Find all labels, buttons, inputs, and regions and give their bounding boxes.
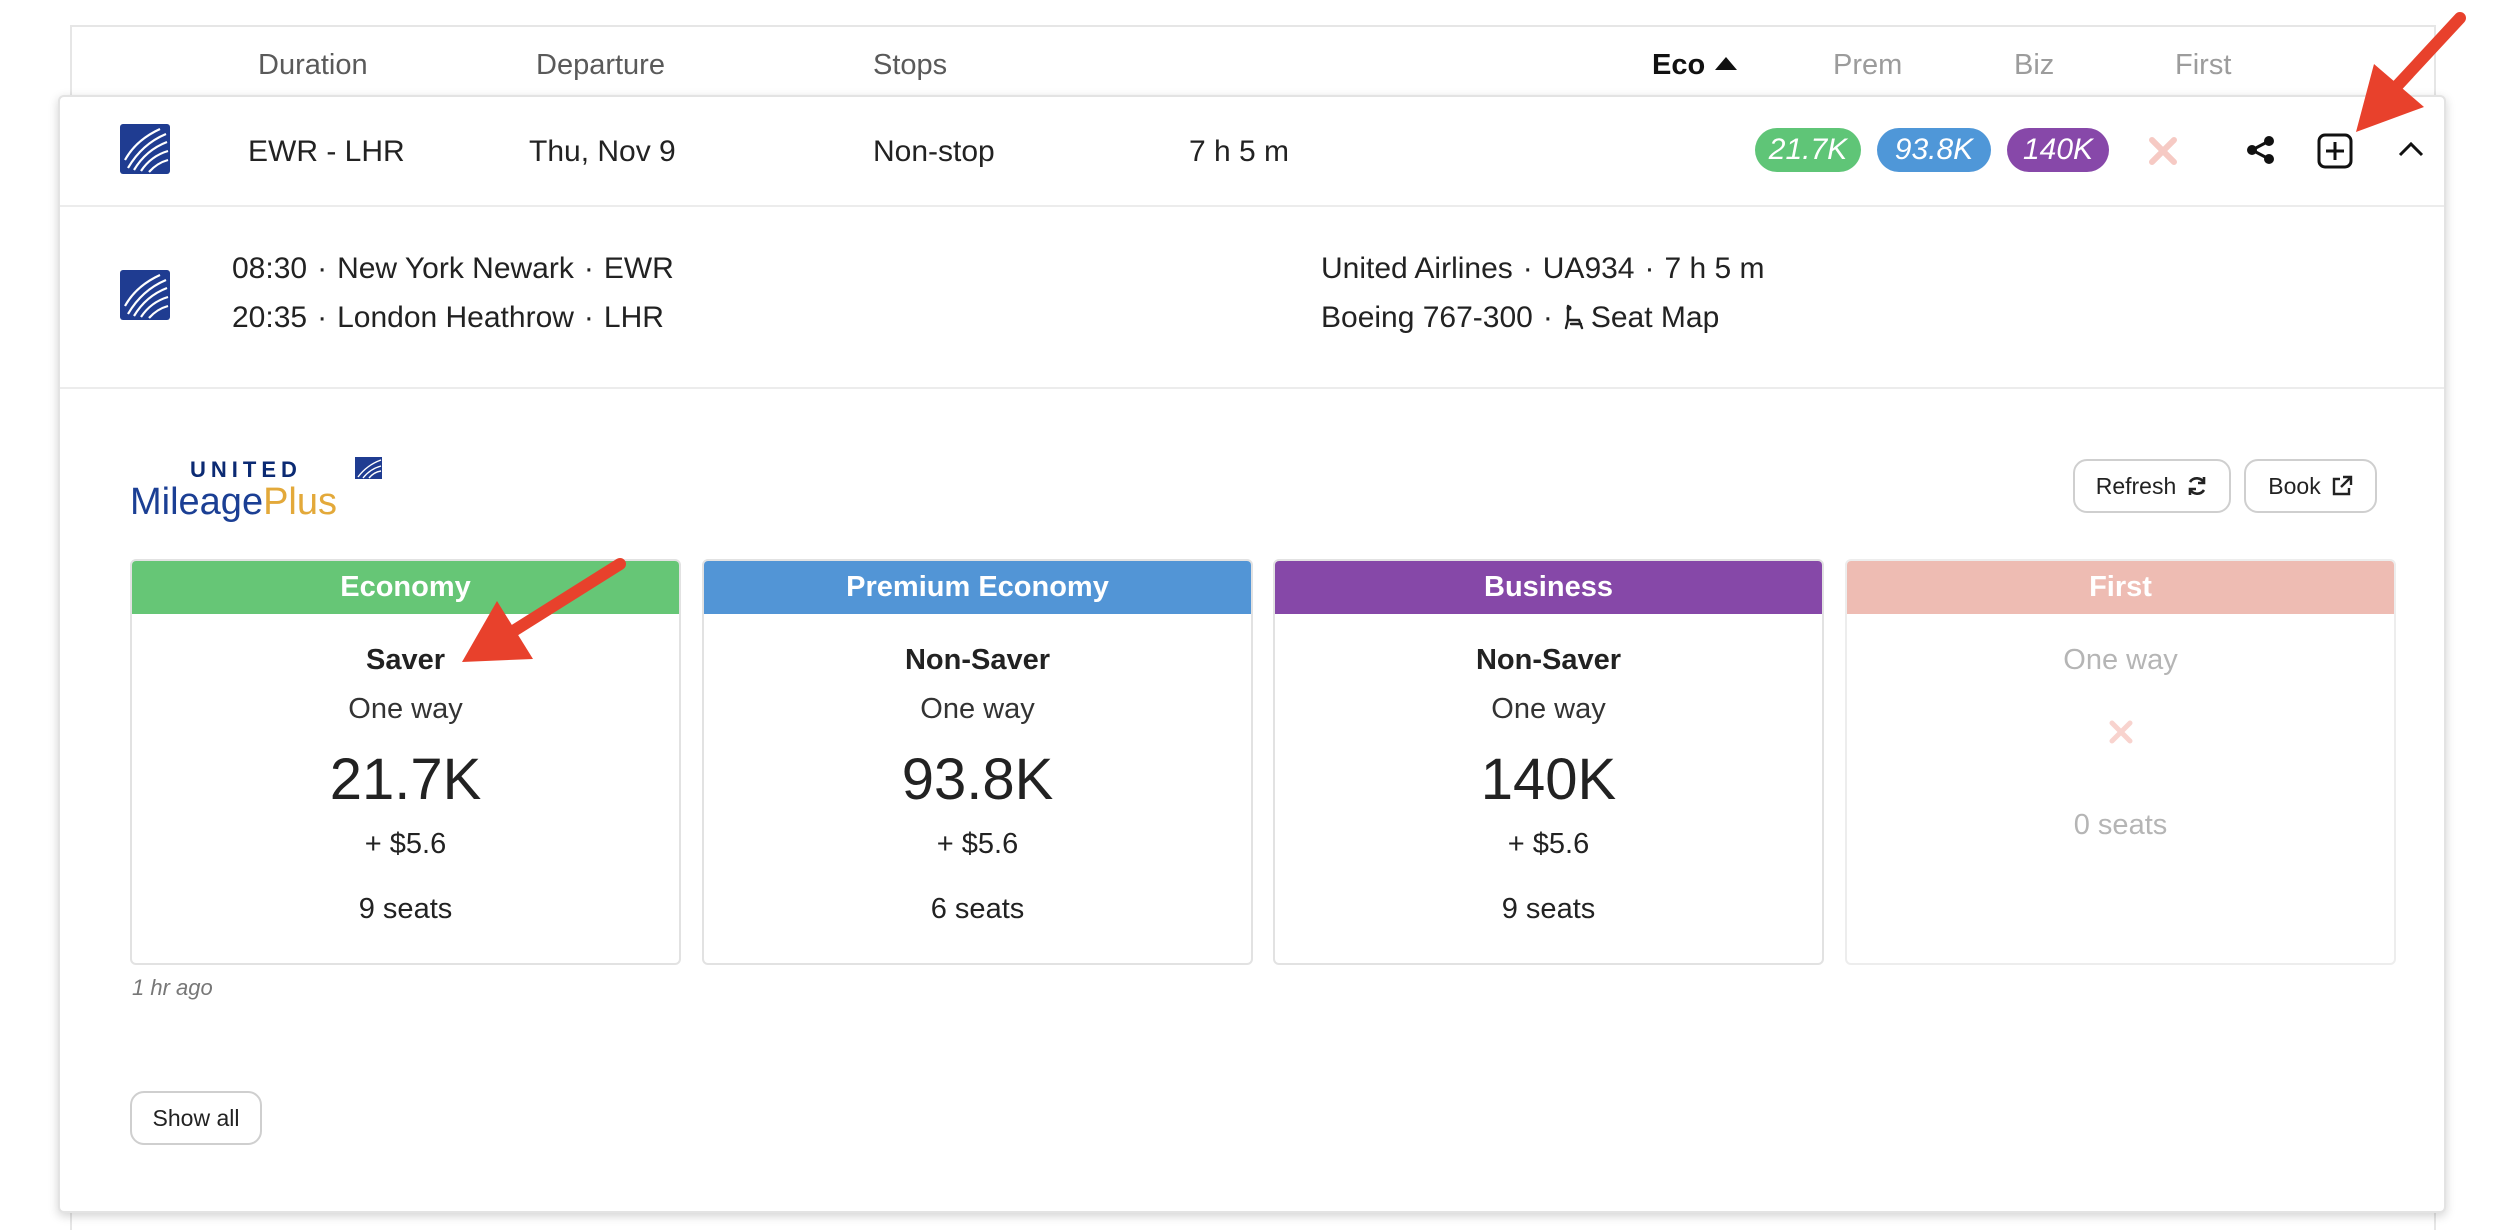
premium-economy-cabin-header: Premium Economy <box>704 561 1251 614</box>
united-airlines-segment-logo-icon <box>120 270 170 320</box>
business-taxes: + $5.6 <box>1507 828 1590 860</box>
departure-info-line: 08:30 · New York Newark · EWR <box>232 252 674 285</box>
seat-map-link[interactable]: Seat Map <box>1563 301 1719 334</box>
seat-icon <box>1564 304 1584 330</box>
economy-fare-card[interactable]: Economy Saver One way 21.7K + $5.6 9 sea… <box>130 559 681 965</box>
last-updated-label: 1 hr ago <box>132 975 213 1000</box>
first-seats: 0 seats <box>2073 809 2168 841</box>
seat-map-label: Seat Map <box>1590 301 1720 334</box>
arrival-info-line: 20:35 · London Heathrow · LHR <box>232 301 664 334</box>
prem-price-badge[interactable]: 93.8K <box>1877 128 1991 172</box>
plus-text: Plus <box>263 481 337 523</box>
prem-column-header[interactable]: Prem <box>1833 49 1903 81</box>
flight-number: UA934 <box>1542 252 1635 285</box>
departure-city: New York Newark <box>337 252 574 285</box>
column-header-row: Duration Departure Stops Eco Prem Biz Fi… <box>72 27 2434 97</box>
departure-date: Thu, Nov 9 <box>529 135 676 168</box>
external-link-icon <box>2332 475 2352 496</box>
business-fare-card[interactable]: Business Non-Saver One way 140K + $5.6 9… <box>1273 559 1824 965</box>
economy-cabin-header: Economy <box>132 561 679 614</box>
chevron-up-icon[interactable] <box>2397 139 2425 159</box>
flight-segment-details: 08:30 · New York Newark · EWR 20:35 · London H… <box>60 207 2444 389</box>
book-button[interactable]: Book <box>2244 459 2377 513</box>
unavailable-x-icon <box>2109 720 2132 744</box>
business-cabin-header: Business <box>1275 561 1822 614</box>
premium-economy-direction: One way <box>920 693 1035 725</box>
sort-ascending-icon <box>1715 57 1738 70</box>
business-seats: 9 seats <box>1501 893 1596 925</box>
eco-column-header[interactable]: Eco <box>1652 49 1738 82</box>
eco-price-badge[interactable]: 21.7K <box>1755 128 1861 172</box>
business-fare-type: Non-Saver <box>1475 644 1622 676</box>
stops-column-header[interactable]: Stops <box>873 49 948 81</box>
segment-duration: 7 h 5 m <box>1664 252 1765 285</box>
economy-taxes: + $5.6 <box>364 828 447 860</box>
departure-code: EWR <box>603 252 674 285</box>
first-direction: One way <box>2063 644 2178 676</box>
economy-fare-type: Saver <box>365 644 445 676</box>
united-globe-small-icon <box>355 457 382 479</box>
flight-result-card: EWR - LHR Thu, Nov 9 Non-stop 7 h 5 m 21… <box>58 95 2446 1213</box>
duration-label: 7 h 5 m <box>1189 135 1290 168</box>
business-miles: 140K <box>1480 747 1617 812</box>
refresh-button[interactable]: Refresh <box>2073 459 2231 513</box>
economy-seats: 9 seats <box>358 893 453 925</box>
first-column-header[interactable]: First <box>2175 49 2232 81</box>
departure-column-header[interactable]: Departure <box>536 49 665 81</box>
arrival-city: London Heathrow <box>337 301 574 334</box>
route-label: EWR - LHR <box>248 135 405 168</box>
refresh-icon <box>2188 477 2206 495</box>
book-label: Book <box>2268 472 2321 499</box>
first-unavailable <box>1847 719 2394 750</box>
business-direction: One way <box>1491 693 1606 725</box>
united-airlines-logo-icon <box>120 124 170 174</box>
first-fare-card: First One way 0 seats <box>1845 559 2396 965</box>
eco-header-label: Eco <box>1652 49 1706 81</box>
premium-economy-taxes: + $5.6 <box>936 828 1019 860</box>
share-icon[interactable] <box>2245 134 2277 166</box>
premium-economy-seats: 6 seats <box>930 893 1025 925</box>
premium-economy-fare-card[interactable]: Premium Economy Non-Saver One way 93.8K … <box>702 559 1253 965</box>
aircraft-info-line: Boeing 767-300 · Seat Map <box>1321 301 1720 334</box>
departure-time: 08:30 <box>232 252 308 285</box>
mileage-text: Mileage <box>130 481 264 523</box>
show-all-button[interactable]: Show all <box>130 1091 262 1145</box>
premium-economy-miles: 93.8K <box>901 747 1054 812</box>
duration-column-header[interactable]: Duration <box>258 49 368 81</box>
carrier-info-line: United Airlines · UA934 · 7 h 5 m <box>1321 252 1765 285</box>
stops-label: Non-stop <box>873 135 995 168</box>
airline-name: United Airlines <box>1321 252 1513 285</box>
economy-miles: 21.7K <box>329 747 482 812</box>
arrival-code: LHR <box>603 301 664 334</box>
biz-price-badge[interactable]: 140K <box>2007 128 2109 172</box>
add-box-icon[interactable] <box>2317 133 2353 169</box>
show-all-label: Show all <box>152 1104 240 1131</box>
first-cabin-header: First <box>1847 561 2394 614</box>
economy-direction: One way <box>348 693 463 725</box>
refresh-label: Refresh <box>2095 472 2177 499</box>
flight-summary-row[interactable]: EWR - LHR Thu, Nov 9 Non-stop 7 h 5 m 21… <box>60 97 2444 207</box>
arrival-time: 20:35 <box>232 301 308 334</box>
mileageplus-wordmark: MileagePlus <box>130 481 337 524</box>
first-unavailable-x-icon <box>2149 137 2177 165</box>
premium-economy-fare-type: Non-Saver <box>904 644 1051 676</box>
biz-column-header[interactable]: Biz <box>2014 49 2055 81</box>
aircraft-type: Boeing 767-300 <box>1321 301 1533 334</box>
united-wordmark: UNITED <box>190 457 302 482</box>
